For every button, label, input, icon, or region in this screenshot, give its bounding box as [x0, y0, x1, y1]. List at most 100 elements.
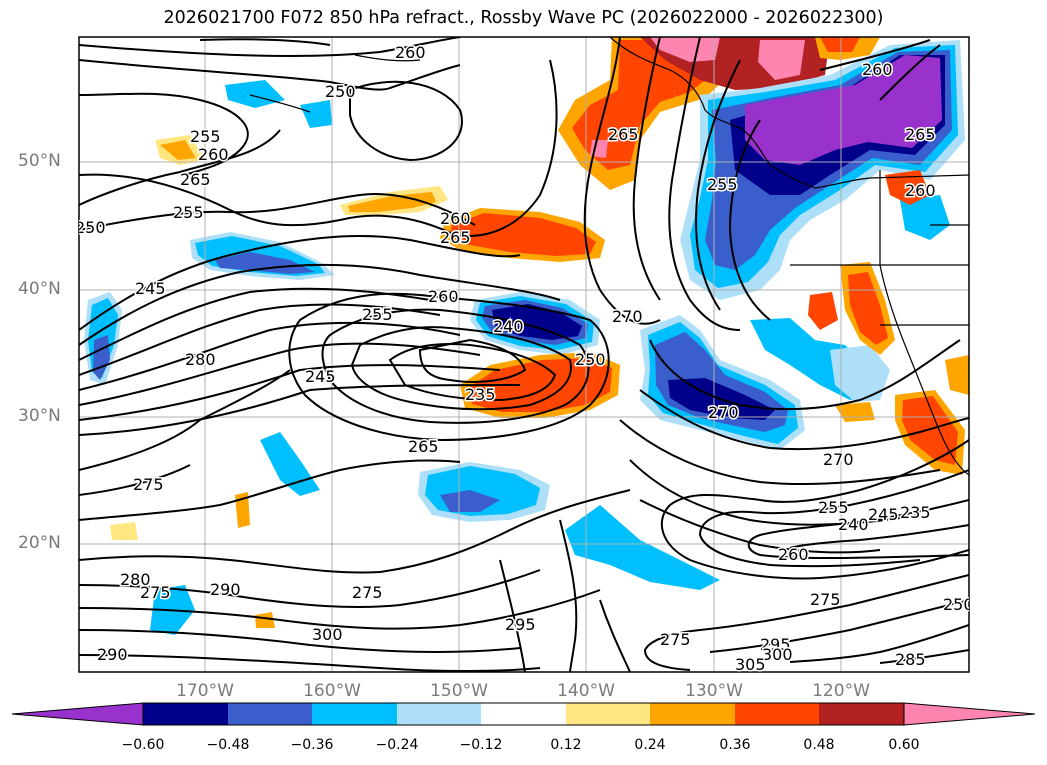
contour-label: 260: [428, 287, 459, 306]
contour-label: 275: [140, 583, 171, 602]
colorbar-tick-label: 0.48: [803, 737, 835, 753]
contour-label: 265: [608, 125, 639, 144]
colorbar-segment: [228, 703, 312, 725]
contour-label: 240: [493, 317, 524, 336]
shade-mex-orange-2: [945, 355, 969, 395]
contour-label: 245: [305, 367, 336, 386]
contour-label: 265: [440, 228, 471, 247]
contour-label: 260: [862, 60, 893, 79]
contour-label: 260: [905, 181, 936, 200]
lat-label-40n: 40°N: [18, 279, 61, 299]
lat-label-30n: 30°N: [18, 406, 61, 426]
contour-label: 260: [778, 545, 809, 564]
contour-label: 280: [185, 350, 216, 369]
shade-w-orange: [160, 140, 196, 160]
lon-label-170w: 170°W: [176, 681, 234, 701]
shade-ne-purple: [745, 55, 942, 165]
contour-label: 235: [900, 503, 931, 522]
shade-west-blue: [215, 252, 315, 274]
contour-label: 255: [190, 127, 221, 146]
map-frame: [78, 36, 970, 673]
colorbar-segment: [312, 703, 397, 725]
shade-nw-orange: [885, 170, 930, 205]
colorbar-segment: [819, 703, 904, 725]
contour-label: 275: [810, 590, 841, 609]
colorbar-tick-label: 0.24: [634, 737, 666, 753]
shade-sw-yellow: [110, 522, 138, 540]
contour-label: 290: [97, 645, 128, 664]
contour-label: 265: [905, 125, 936, 144]
shade-mex-red: [902, 396, 958, 465]
contour-label: 295: [760, 635, 791, 654]
colorbar-tick-label: −0.36: [290, 737, 334, 753]
contour-label: 250: [943, 595, 974, 614]
colorbar-tick-label: −0.48: [206, 737, 250, 753]
contour-label: 250: [75, 218, 106, 237]
contour-label: 260: [440, 209, 471, 228]
lat-label-20n: 20°N: [18, 533, 61, 553]
shaded-field: [84, 37, 969, 635]
colorbar: [11, 702, 1036, 726]
contour-label: 255: [362, 305, 393, 324]
contour-label: 255: [818, 498, 849, 517]
contour-lines: [79, 37, 969, 672]
contour-label: 250: [325, 82, 356, 101]
shade-ncentral-red: [450, 213, 596, 256]
lon-label-130w: 130°W: [685, 681, 743, 701]
map-title: 2026021700 F072 850 hPa refract., Rossby…: [163, 8, 884, 28]
contour-label: 250: [575, 350, 606, 369]
shade-sw-orange-2: [255, 612, 275, 628]
colorbar-extend-right: [903, 702, 1036, 726]
contour-label: 280: [120, 570, 151, 589]
contour-label: 295: [505, 615, 536, 634]
colorbar-extend-left: [11, 702, 144, 726]
graticule: [79, 37, 969, 672]
colorbar-segment: [650, 703, 735, 725]
contour-label: 270: [823, 450, 854, 469]
shade-gulf-alaska-red: [572, 40, 725, 170]
contour-label: 300: [762, 645, 793, 664]
colorbar-segment: [566, 703, 650, 725]
contour-label: 275: [352, 583, 383, 602]
colorbar-segment: [397, 703, 481, 725]
shade-sub-blue-1: [440, 490, 500, 512]
shade-cal-orange-2: [808, 292, 838, 330]
shade-sub-cyan-2: [565, 505, 720, 590]
shade-sub-cyan-7: [300, 100, 332, 128]
contour-label: 265: [408, 437, 439, 456]
shade-sw-orange: [235, 492, 250, 528]
colorbar-tick-label: 0.12: [550, 737, 582, 753]
shade-mid-red: [468, 358, 612, 412]
contour-label: 300: [312, 625, 343, 644]
contour-label: 255: [707, 175, 738, 194]
lon-label-150w: 150°W: [430, 681, 488, 701]
shade-sub-lb-5: [830, 345, 890, 402]
contour-label: 270: [612, 307, 643, 326]
shade-alaska-pink: [650, 37, 720, 62]
colorbar-segment: [481, 703, 566, 725]
contour-label: 275: [133, 475, 164, 494]
contour-label-layer: 260 250 255 260 265 255 250 245 260 265 …: [75, 42, 974, 674]
contour-label: 240: [838, 515, 869, 534]
shade-alaska-red-2: [820, 37, 860, 52]
lat-label-50n: 50°N: [18, 151, 61, 171]
contour-label: 260: [395, 43, 426, 62]
shade-sub-cyan-6: [225, 80, 285, 108]
colorbar-tick-label: −0.60: [121, 737, 165, 753]
contour-label: 305: [735, 655, 766, 674]
colorbar-segment: [143, 703, 228, 725]
colorbar-segment: [735, 703, 819, 725]
shade-sub-cyan-8: [900, 195, 950, 240]
lon-label-160w: 160°W: [303, 681, 361, 701]
contour-label: 265: [180, 170, 211, 189]
colorbar-tick-label: 0.36: [719, 737, 751, 753]
colorbar-tick-label: −0.24: [375, 737, 419, 753]
colorbar-tick-label: 0.60: [888, 737, 920, 753]
contour-label: 245: [135, 279, 166, 298]
contour-label: 290: [210, 580, 241, 599]
contour-label: 275: [660, 630, 691, 649]
contour-label: 245: [868, 505, 899, 524]
contour-label: 270: [708, 403, 739, 422]
lon-label-140w: 140°W: [557, 681, 615, 701]
